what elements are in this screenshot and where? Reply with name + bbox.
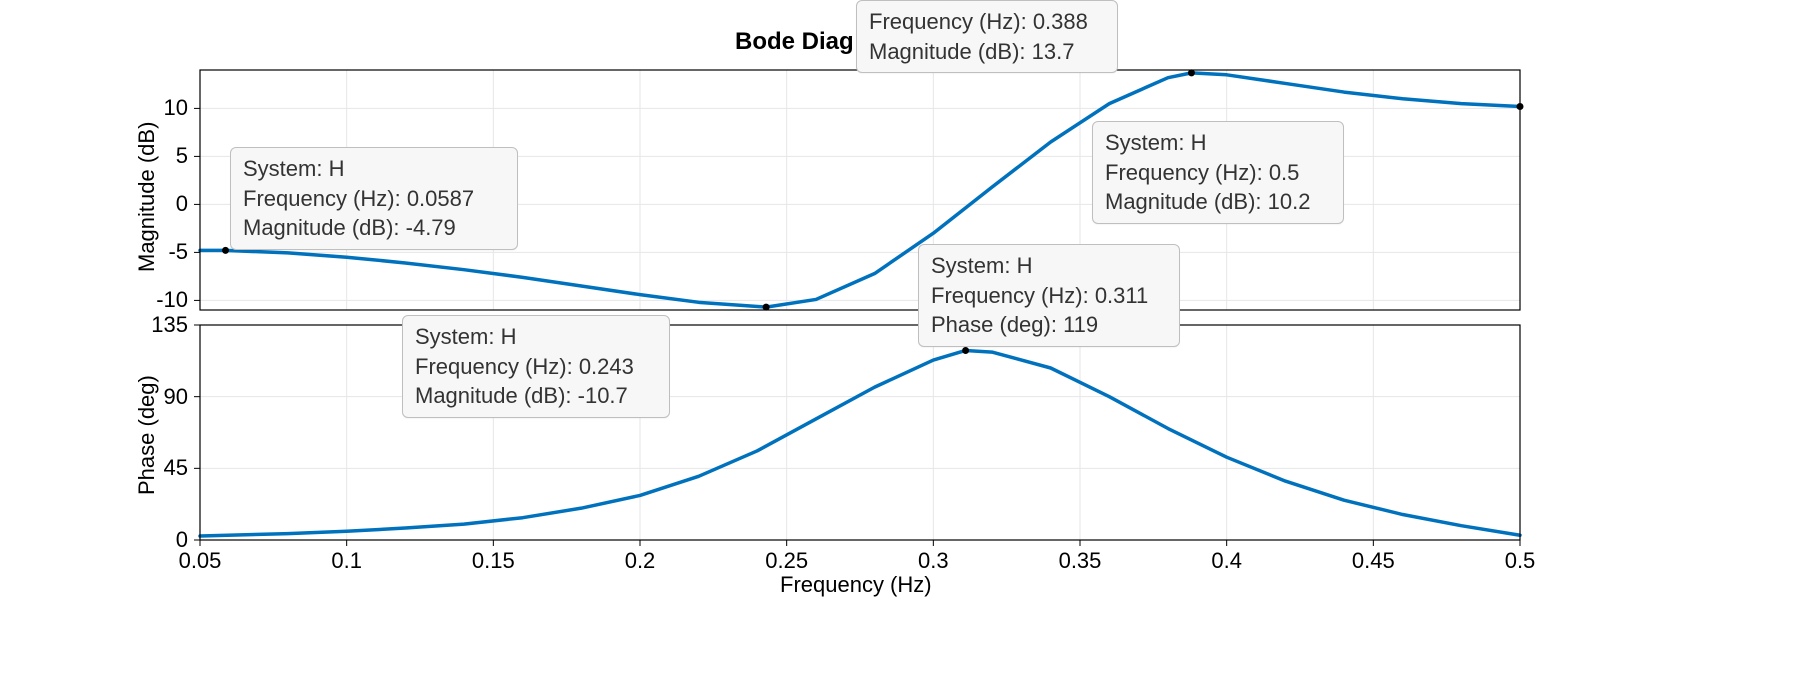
datatip-mag_right[interactable]: System: HFrequency (Hz): 0.5Magnitude (d… bbox=[1092, 121, 1344, 224]
tick-label: 0.1 bbox=[331, 548, 362, 574]
tick-label: 5 bbox=[176, 143, 188, 169]
tick-label: 135 bbox=[151, 312, 188, 338]
bode-figure: Bode Diag Magnitude (dB) Phase (deg) Fre… bbox=[0, 0, 1810, 694]
tick-label: 0 bbox=[176, 191, 188, 217]
tick-label: 0.3 bbox=[918, 548, 949, 574]
datatip-line: Magnitude (dB): 13.7 bbox=[869, 37, 1105, 67]
datatip-line: System: H bbox=[1105, 128, 1331, 158]
datatip-line: Frequency (Hz): 0.5 bbox=[1105, 158, 1331, 188]
tick-label: 45 bbox=[164, 455, 188, 481]
tick-label: 90 bbox=[164, 384, 188, 410]
tick-label: 0.45 bbox=[1352, 548, 1395, 574]
datatip-mag_min[interactable]: System: HFrequency (Hz): 0.243Magnitude … bbox=[402, 315, 670, 418]
datatip-line: System: H bbox=[243, 154, 505, 184]
tick-label: 0.25 bbox=[765, 548, 808, 574]
tick-label: -5 bbox=[168, 239, 188, 265]
datatip-line: Frequency (Hz): 0.0587 bbox=[243, 184, 505, 214]
datatip-line: System: H bbox=[931, 251, 1167, 281]
datatip-line: Frequency (Hz): 0.388 bbox=[869, 7, 1105, 37]
tick-label: 0.2 bbox=[625, 548, 656, 574]
datatip-line: Phase (deg): 119 bbox=[931, 310, 1167, 340]
datatip-line: Frequency (Hz): 0.311 bbox=[931, 281, 1167, 311]
datatip-line: Frequency (Hz): 0.243 bbox=[415, 352, 657, 382]
datatip-line: Magnitude (dB): 10.2 bbox=[1105, 187, 1331, 217]
datatip-top_cutoff[interactable]: Frequency (Hz): 0.388Magnitude (dB): 13.… bbox=[856, 0, 1118, 73]
datatip-mag_low[interactable]: System: HFrequency (Hz): 0.0587Magnitude… bbox=[230, 147, 518, 250]
tick-label: 0.5 bbox=[1505, 548, 1536, 574]
datatip-line: System: H bbox=[415, 322, 657, 352]
tick-label: 0.15 bbox=[472, 548, 515, 574]
datatip-phase_peak[interactable]: System: HFrequency (Hz): 0.311Phase (deg… bbox=[918, 244, 1180, 347]
tick-label: 0.4 bbox=[1211, 548, 1242, 574]
datatip-line: Magnitude (dB): -10.7 bbox=[415, 381, 657, 411]
tick-label: -10 bbox=[156, 287, 188, 313]
datatip-line: Magnitude (dB): -4.79 bbox=[243, 213, 505, 243]
tick-label: 0.05 bbox=[179, 548, 222, 574]
plot-svg bbox=[0, 0, 1810, 694]
tick-label: 10 bbox=[164, 95, 188, 121]
tick-label: 0.35 bbox=[1059, 548, 1102, 574]
